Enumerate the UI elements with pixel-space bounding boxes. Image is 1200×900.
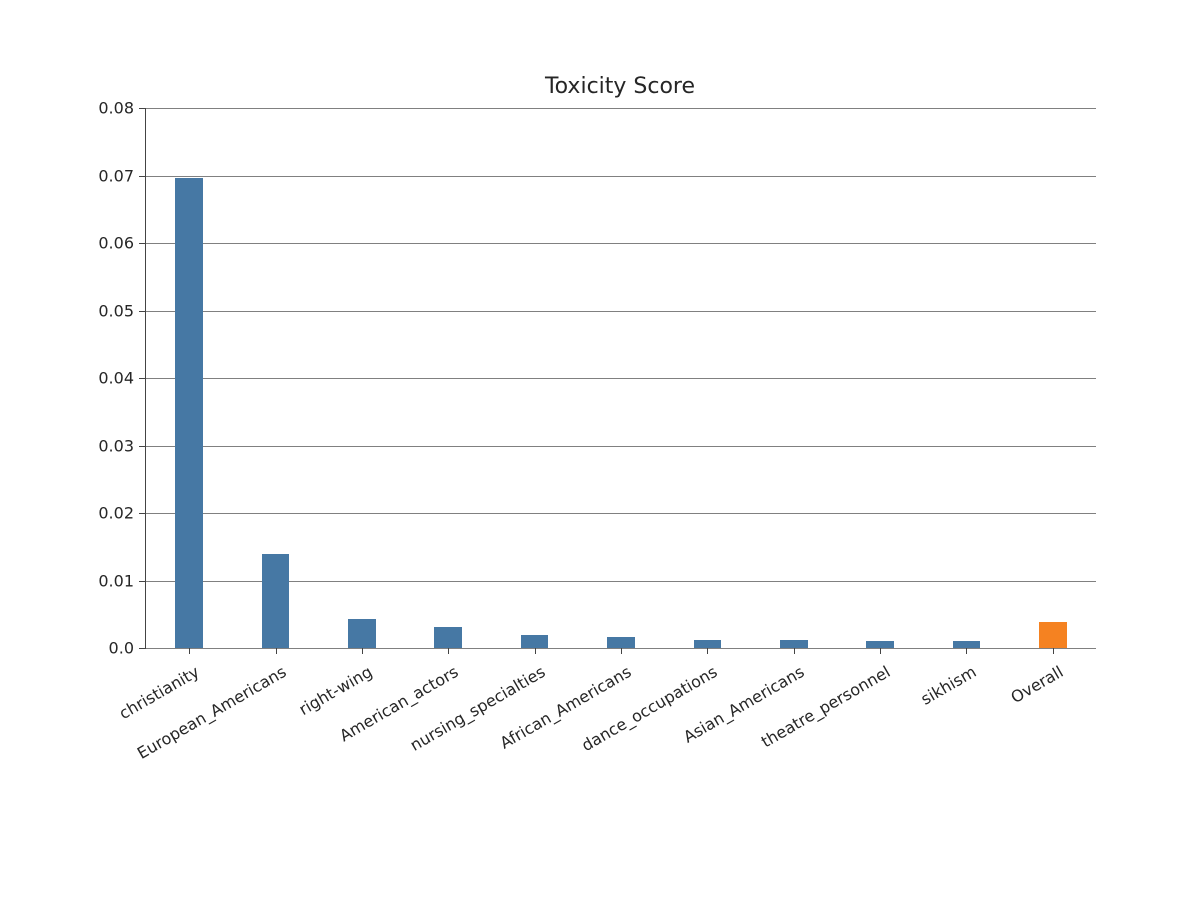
xtick-mark [707, 648, 708, 654]
gridline [146, 513, 1096, 514]
xtick-label: Overall [1007, 662, 1066, 707]
gridline [146, 176, 1096, 177]
gridline [146, 378, 1096, 379]
bar [953, 641, 981, 648]
bar [262, 554, 290, 649]
xtick-mark [362, 648, 363, 654]
xtick-label: sikhism [918, 662, 980, 709]
gridline [146, 446, 1096, 447]
bar [175, 178, 203, 648]
ytick-label: 0.08 [82, 99, 134, 118]
xtick-mark [1053, 648, 1054, 654]
ytick-label: 0.02 [82, 504, 134, 523]
xtick-label: European_Americans [133, 662, 289, 763]
xtick-mark [880, 648, 881, 654]
ytick-label: 0.05 [82, 301, 134, 320]
chart-container: Toxicity Score 0.00.010.020.030.040.050.… [0, 0, 1200, 900]
ytick-mark [139, 176, 145, 177]
xtick-mark [189, 648, 190, 654]
ytick-label: 0.07 [82, 166, 134, 185]
ytick-label: 0.0 [82, 639, 134, 658]
xtick-mark [535, 648, 536, 654]
ytick-mark [139, 243, 145, 244]
bar [607, 637, 635, 648]
ytick-mark [139, 311, 145, 312]
gridline [146, 311, 1096, 312]
gridline [146, 243, 1096, 244]
bar [866, 641, 894, 648]
bar [434, 627, 462, 648]
ytick-label: 0.01 [82, 571, 134, 590]
ytick-label: 0.06 [82, 234, 134, 253]
xtick-mark [621, 648, 622, 654]
ytick-mark [139, 513, 145, 514]
xtick-mark [966, 648, 967, 654]
xtick-mark [276, 648, 277, 654]
bar [1039, 622, 1067, 648]
ytick-mark [139, 581, 145, 582]
ytick-label: 0.04 [82, 369, 134, 388]
bar [348, 619, 376, 648]
bar [521, 635, 549, 649]
ytick-mark [139, 648, 145, 649]
ytick-mark [139, 108, 145, 109]
plot-area: 0.00.010.020.030.040.050.060.070.08chris… [145, 108, 1096, 649]
bar [694, 640, 722, 648]
chart-title: Toxicity Score [145, 74, 1095, 99]
ytick-mark [139, 446, 145, 447]
ytick-mark [139, 378, 145, 379]
gridline [146, 108, 1096, 109]
ytick-label: 0.03 [82, 436, 134, 455]
xtick-mark [448, 648, 449, 654]
bar [780, 640, 808, 648]
xtick-label: right-wing [296, 662, 376, 719]
xtick-mark [794, 648, 795, 654]
